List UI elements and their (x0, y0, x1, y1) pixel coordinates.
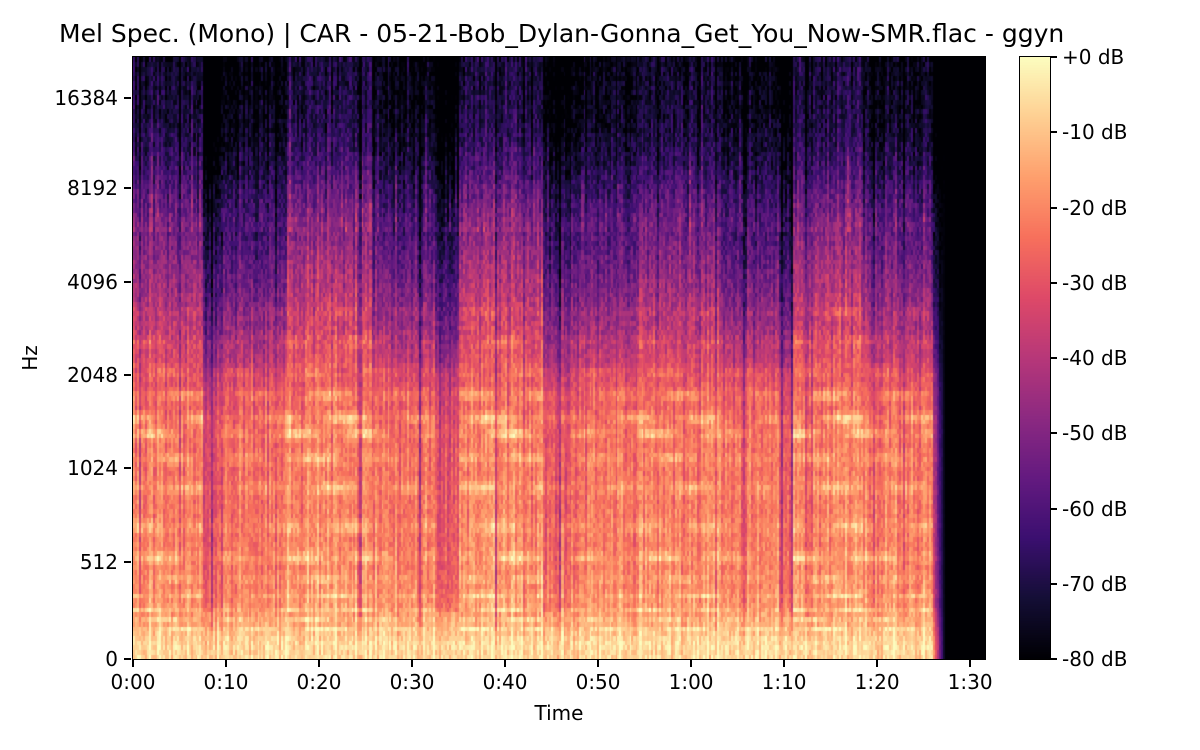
colorbar-tick-mark (1050, 131, 1057, 134)
y-tick-label: 512 (79, 550, 118, 575)
y-tick-mark (124, 187, 131, 190)
x-tick-mark (783, 660, 786, 667)
x-tick-mark (876, 660, 879, 667)
x-tick-label: 0:00 (110, 670, 156, 694)
x-tick-label: 1:20 (854, 670, 900, 694)
colorbar-tick-label: -80 dB (1062, 647, 1128, 671)
colorbar (1018, 55, 1051, 660)
y-tick-mark (124, 561, 131, 564)
colorbar-tick-mark (1050, 357, 1057, 359)
colorbar-tick-label: -70 dB (1062, 571, 1128, 596)
colorbar-tick-label: -10 dB (1062, 120, 1128, 145)
x-tick-label: 0:10 (203, 670, 249, 694)
colorbar-tick-mark (1050, 432, 1057, 435)
x-tick-label: 0:40 (482, 670, 528, 694)
x-tick-label: 1:10 (761, 670, 807, 694)
x-tick-mark (132, 660, 134, 667)
colorbar-tick-label: -60 dB (1062, 496, 1128, 521)
spectrogram-canvas (133, 57, 985, 659)
colorbar-canvas (1020, 57, 1050, 659)
x-tick-label: 0:20 (296, 670, 342, 694)
x-tick-label: 1:00 (668, 670, 714, 694)
y-tick-label: 4096 (67, 270, 118, 295)
x-tick-mark (597, 660, 600, 667)
x-tick-mark (318, 660, 321, 667)
x-tick-mark (969, 660, 972, 667)
y-tick-mark (124, 281, 131, 284)
colorbar-tick-label: -40 dB (1062, 346, 1128, 370)
y-tick-label: 2048 (67, 362, 118, 387)
colorbar-tick-label: -30 dB (1062, 270, 1128, 295)
x-tick-label: 0:30 (389, 670, 435, 694)
x-tick-mark (411, 660, 414, 667)
chart-title: Mel Spec. (Mono) | CAR - 05-21-Bob_Dylan… (59, 19, 1065, 48)
spectrogram-plot-area (131, 55, 986, 660)
colorbar-tick-label: -50 dB (1062, 421, 1128, 446)
colorbar-tick-mark (1050, 206, 1057, 209)
y-tick-mark (124, 373, 131, 376)
colorbar-tick-mark (1050, 507, 1057, 510)
y-tick-mark (124, 467, 131, 470)
x-tick-mark (690, 660, 693, 667)
colorbar-tick-mark (1050, 281, 1057, 284)
y-tick-label: 16384 (54, 85, 118, 110)
x-tick-mark (504, 660, 507, 667)
y-tick-mark (124, 658, 131, 660)
y-tick-label: 0 (105, 647, 118, 671)
colorbar-tick-label: -20 dB (1062, 195, 1128, 220)
colorbar-tick-label: +0 dB (1062, 45, 1125, 69)
colorbar-tick-mark (1050, 56, 1057, 58)
y-tick-label: 1024 (67, 456, 118, 481)
x-axis-label: Time (534, 701, 584, 725)
colorbar-tick-mark (1050, 658, 1057, 660)
x-tick-mark (225, 660, 227, 667)
y-tick-label: 8192 (67, 176, 118, 201)
x-tick-label: 1:30 (947, 670, 993, 694)
x-tick-label: 0:50 (575, 670, 621, 694)
colorbar-tick-mark (1050, 582, 1057, 585)
y-tick-mark (124, 96, 131, 99)
